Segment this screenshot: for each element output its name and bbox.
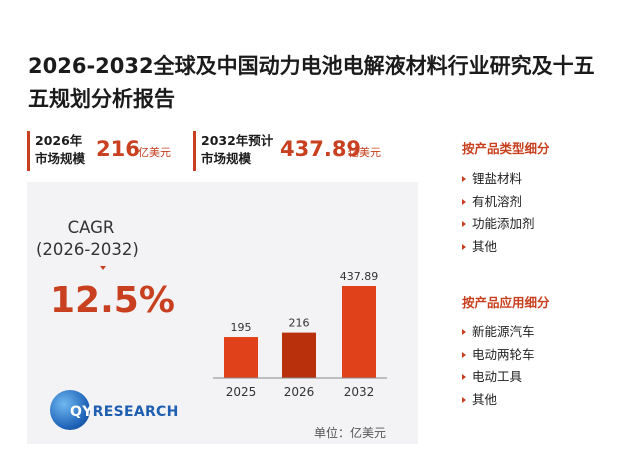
list-item: 新能源汽车 [462, 321, 535, 344]
kpi-value: 437.89 [280, 137, 362, 161]
bar-2025 [224, 337, 258, 378]
product-type-list: 锂盐材料 有机溶剂 功能添加剂 其他 [462, 168, 535, 259]
list-item: 电动工具 [462, 366, 535, 389]
product-type-heading: 按产品类型细分 [462, 141, 550, 156]
page-title: 2026-2032全球及中国动力电池电解液材料行业研究及十五五规划分析报告 [28, 54, 595, 111]
list-item: 有机溶剂 [462, 191, 535, 214]
data-label-2026: 216 [289, 317, 310, 330]
globe-icon [50, 390, 90, 430]
x-tick-2026: 2026 [284, 385, 315, 399]
data-label-2025: 195 [231, 321, 252, 334]
kpi-label-line2: 市场规模 [35, 151, 86, 166]
kpi-label: 2032年预计 市场规模 [201, 132, 273, 168]
bar-2032 [342, 286, 376, 378]
cagr-arrow-icon [100, 266, 106, 270]
qyresearch-logo: QYRESEARCH [50, 390, 178, 430]
kpi-label: 2026年 市场规模 [35, 132, 85, 168]
list-item: 锂盐材料 [462, 168, 535, 191]
unit-label: 单位：亿美元 [314, 426, 387, 440]
cagr-label: CAGR [67, 218, 115, 237]
x-tick-2032: 2032 [344, 385, 375, 399]
x-tick-2025: 2025 [226, 385, 257, 399]
kpi-label-line1: 2026年 [35, 133, 83, 148]
cagr-period: (2026-2032) [36, 240, 139, 259]
list-item: 电动两轮车 [462, 344, 535, 367]
kpi-label-line1: 2032年预计 [201, 133, 274, 148]
list-item: 其他 [462, 389, 535, 412]
kpi-label-line2: 市场规模 [201, 151, 252, 166]
kpi-value: 216 [96, 137, 140, 161]
data-label-2032: 437.89 [340, 270, 379, 283]
kpi-unit: 亿美元 [138, 146, 171, 159]
list-item: 功能添加剂 [462, 213, 535, 236]
kpi-2026-market-size: 2026年 市场规模 216 亿美元 [27, 131, 188, 171]
application-heading: 按产品应用细分 [462, 295, 550, 310]
list-item: 其他 [462, 236, 535, 259]
bar-2026 [282, 332, 316, 378]
kpi-unit: 亿美元 [348, 146, 381, 159]
kpi-2032-market-size: 2032年预计 市场规模 437.89 亿美元 [193, 131, 396, 171]
application-list: 新能源汽车 电动两轮车 电动工具 其他 [462, 321, 535, 412]
cagr-value: 12.5% [50, 280, 175, 321]
logo-text: QYRESEARCH [70, 404, 179, 420]
